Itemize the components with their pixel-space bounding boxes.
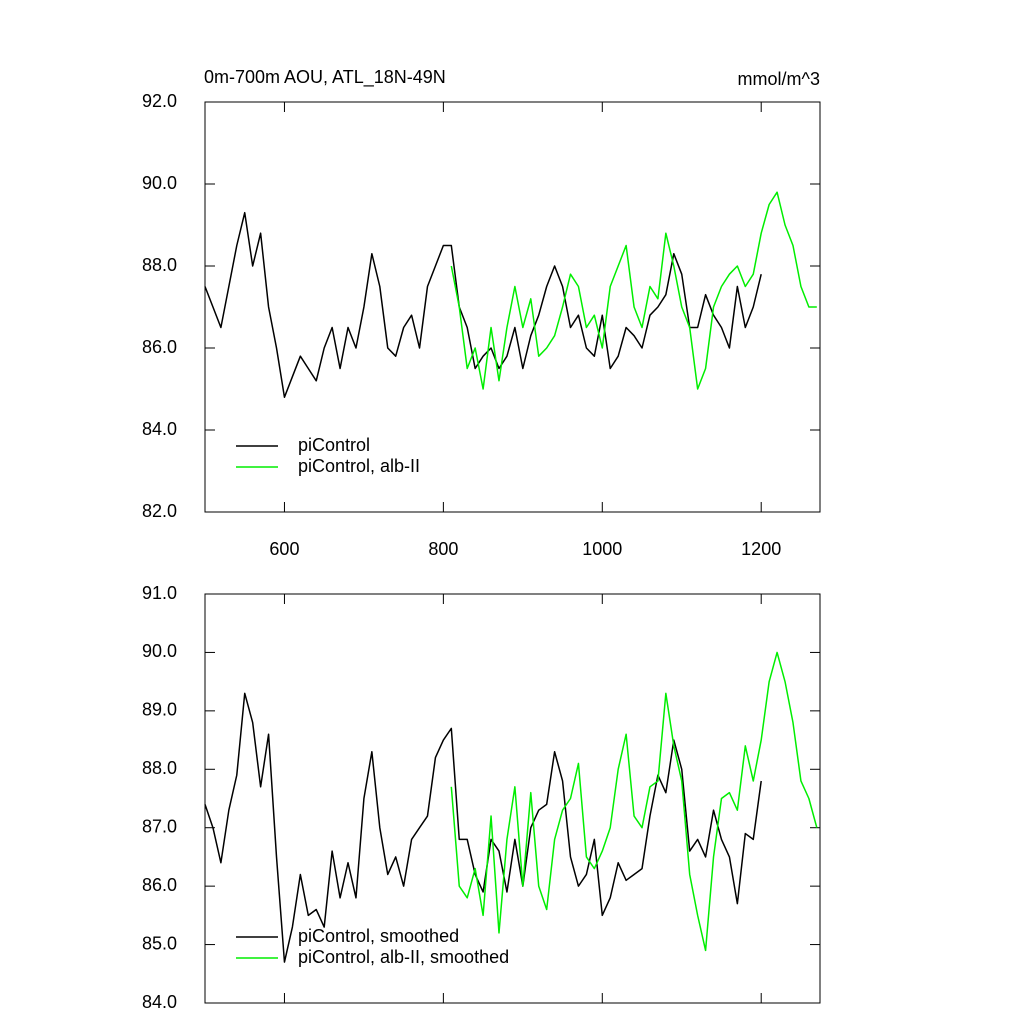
y-tick-label: 86.0 — [142, 337, 177, 357]
y-tick-label: 84.0 — [142, 419, 177, 439]
y-tick-label: 91.0 — [142, 583, 177, 603]
units-label: mmol/m^3 — [738, 69, 820, 89]
y-tick-label: 85.0 — [142, 933, 177, 953]
y-tick-label: 82.0 — [142, 501, 177, 521]
y-tick-label: 89.0 — [142, 700, 177, 720]
plot-frame — [204, 101, 821, 513]
y-tick-label: 92.0 — [142, 91, 177, 111]
series-line — [204, 692, 762, 963]
y-tick-label: 86.0 — [142, 875, 177, 895]
y-tick-label: 88.0 — [142, 758, 177, 778]
series-line — [450, 191, 817, 390]
legend-label: piControl, smoothed — [298, 926, 459, 946]
legend-label: piControl — [298, 435, 370, 455]
y-tick-label: 90.0 — [142, 641, 177, 661]
series-line — [204, 211, 762, 398]
legend-label: piControl, alb-II — [298, 456, 420, 476]
plot-frame — [204, 593, 821, 1004]
chart-title: 0m-700m AOU, ATL_18N-49N — [204, 67, 446, 88]
x-tick-label: 600 — [269, 539, 299, 559]
series-line — [450, 651, 818, 952]
x-tick-label: 1000 — [582, 539, 622, 559]
y-tick-label: 90.0 — [142, 173, 177, 193]
y-tick-label: 88.0 — [142, 255, 177, 275]
y-tick-label: 87.0 — [142, 816, 177, 836]
x-tick-label: 1200 — [741, 539, 781, 559]
legend-label: piControl, alb-II, smoothed — [298, 947, 509, 967]
y-tick-label: 84.0 — [142, 992, 177, 1012]
x-tick-label: 800 — [428, 539, 458, 559]
